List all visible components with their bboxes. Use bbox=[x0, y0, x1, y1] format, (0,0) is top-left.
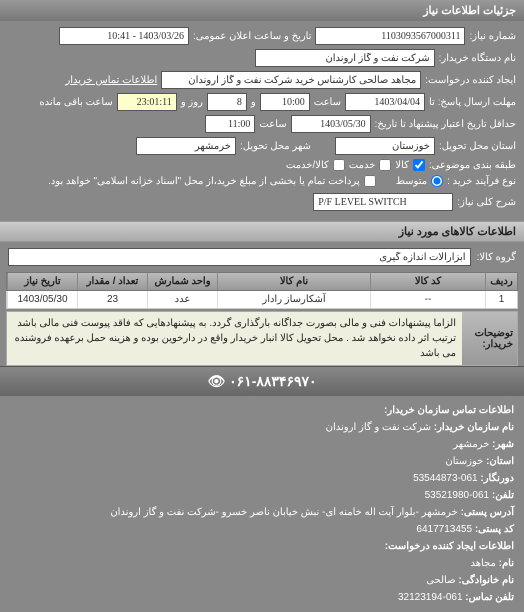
min-deadline-label: حداقل تاریخ اعتبار پیشنهاد تا تاریخ: bbox=[375, 119, 516, 130]
creator-input[interactable] bbox=[161, 71, 421, 89]
contact-link[interactable]: اطلاعات تماس خریدار bbox=[65, 75, 157, 86]
note-label: توضیحات خریدار: bbox=[462, 312, 517, 365]
family-label: نام خانوادگی: bbox=[458, 575, 514, 586]
th-date: تاریخ نیاز bbox=[7, 273, 77, 290]
reqnum-input[interactable] bbox=[315, 27, 465, 45]
cat-label: طبقه بندی موضوعی: bbox=[429, 160, 516, 171]
creator-title: اطلاعات ایجاد کننده درخواست: bbox=[385, 541, 514, 552]
group-input[interactable] bbox=[8, 248, 471, 266]
contact-block: اطلاعات تماس سازمان خریدار: نام سازمان خ… bbox=[0, 396, 524, 612]
city-label: شهر محل تحویل: bbox=[240, 141, 311, 152]
cat-goods-services-checkbox[interactable] bbox=[333, 159, 345, 171]
desc-label: شرح کلی نیاز: bbox=[457, 197, 516, 208]
cat-services-checkbox[interactable] bbox=[379, 159, 391, 171]
deadline-label: مهلت ارسال پاسخ: تا bbox=[429, 97, 516, 108]
td-code: -- bbox=[370, 291, 485, 308]
cat-goods-checkbox[interactable] bbox=[413, 159, 425, 171]
province-input[interactable] bbox=[335, 137, 435, 155]
name-value: مجاهد bbox=[470, 558, 495, 569]
org-label: نام سازمان خریدار: bbox=[434, 422, 514, 433]
group-label: گروه کالا: bbox=[477, 252, 516, 263]
th-idx: ردیف bbox=[485, 273, 517, 290]
creator-label: ایجاد کننده درخواست: bbox=[425, 75, 516, 86]
buytype-label: نوع فرآیند خرید : bbox=[447, 176, 516, 187]
eye-icon: 👁 bbox=[207, 373, 225, 389]
ctel-value: 061-32123194 bbox=[398, 592, 463, 603]
pubdate-input[interactable] bbox=[59, 27, 189, 45]
td-qty: 23 bbox=[77, 291, 147, 308]
table-row[interactable]: 1 -- آشکارساز رادار عدد 23 1403/05/30 bbox=[6, 291, 518, 309]
contact-title: اطلاعات تماس سازمان خریدار: bbox=[384, 405, 514, 416]
buytype-medium-label: متوسط bbox=[396, 176, 427, 187]
org-value: شرکت نفت و گاز اروندان bbox=[326, 422, 431, 433]
cat-goods-label: کالا bbox=[395, 160, 409, 171]
remain-label: ساعت باقی مانده bbox=[39, 97, 112, 108]
post-label: کد پستی: bbox=[475, 524, 514, 535]
deadline-date-input[interactable] bbox=[345, 93, 425, 111]
td-idx: 1 bbox=[485, 291, 517, 308]
name-label: نام: bbox=[499, 558, 514, 569]
panel-title: جزئیات اطلاعات نیاز bbox=[0, 0, 524, 21]
group-row: گروه کالا: bbox=[0, 242, 524, 272]
city-input[interactable] bbox=[136, 137, 236, 155]
th-unit: واحد شمارش bbox=[147, 273, 217, 290]
phone-bar: 👁 ۰۶۱-۸۸۳۴۶۹۷۰ bbox=[0, 366, 524, 396]
td-date: 1403/05/30 bbox=[7, 291, 77, 308]
min-deadline-date-input[interactable] bbox=[291, 115, 371, 133]
province-label: استان محل تحویل: bbox=[439, 141, 516, 152]
cat-services-label: خدمت bbox=[349, 160, 376, 171]
payment-checkbox[interactable] bbox=[364, 175, 376, 187]
family-value: صالحی bbox=[426, 575, 455, 586]
table-header: ردیف کد کالا نام کالا واحد شمارش تعداد /… bbox=[6, 272, 518, 291]
post-value: 6417713455 bbox=[416, 524, 472, 535]
day-label: روز و bbox=[181, 97, 203, 108]
buytype-medium-radio[interactable] bbox=[431, 175, 443, 187]
th-code: کد کالا bbox=[370, 273, 485, 290]
time-label-2: ساعت bbox=[259, 119, 286, 130]
remain-time-input[interactable] bbox=[117, 93, 177, 111]
min-deadline-time-input[interactable] bbox=[205, 115, 255, 133]
form-area: شماره نیاز: تاریخ و ساعت اعلان عمومی: نا… bbox=[0, 21, 524, 221]
desc-input[interactable] bbox=[313, 193, 453, 211]
ctel-label: تلفن تماس: bbox=[465, 592, 514, 603]
contact-prov-label: استان: bbox=[486, 456, 514, 467]
tel-label: تلفن: bbox=[492, 490, 514, 501]
contact-city-value: خرمشهر bbox=[453, 439, 489, 450]
time-label-1: ساعت bbox=[314, 97, 341, 108]
note-box: توضیحات خریدار: الزاما پیشنهادات فنی و م… bbox=[6, 311, 518, 366]
addr-label: آدرس پستی: bbox=[461, 507, 514, 518]
contact-city-label: شهر: bbox=[492, 439, 514, 450]
deadline-time-input[interactable] bbox=[260, 93, 310, 111]
and-label: و bbox=[251, 97, 256, 108]
note-text: الزاما پیشنهادات فنی و مالی بصورت جداگان… bbox=[7, 312, 462, 365]
phone-text: ۰۶۱-۸۸۳۴۶۹۷۰ bbox=[229, 373, 316, 389]
buyer-label: نام دستگاه خریدار: bbox=[439, 53, 516, 64]
tel-value: 061-53521980 bbox=[425, 490, 490, 501]
th-name: نام کالا bbox=[217, 273, 370, 290]
td-unit: عدد bbox=[147, 291, 217, 308]
pubdate-label: تاریخ و ساعت اعلان عمومی: bbox=[193, 31, 312, 42]
reqnum-label: شماره نیاز: bbox=[469, 31, 516, 42]
cat-goods-services-label: کالا/خدمت bbox=[286, 160, 329, 171]
th-qty: تعداد / مقدار bbox=[77, 273, 147, 290]
remain-days-input[interactable] bbox=[207, 93, 247, 111]
fax-label: دورنگار: bbox=[480, 473, 514, 484]
payment-note: پرداخت تمام یا بخشی از مبلغ خرید،از محل … bbox=[48, 176, 360, 187]
buyer-input[interactable] bbox=[255, 49, 435, 67]
fax-value: 061-53544873 bbox=[413, 473, 478, 484]
addr-value: خرمشهر -بلوار آیت اله خامنه ای- نبش خیاب… bbox=[110, 507, 457, 518]
td-name: آشکارساز رادار bbox=[217, 291, 370, 308]
contact-prov-value: خوزستان bbox=[445, 456, 483, 467]
items-section-title: اطلاعات کالاهای مورد نیاز bbox=[0, 221, 524, 242]
